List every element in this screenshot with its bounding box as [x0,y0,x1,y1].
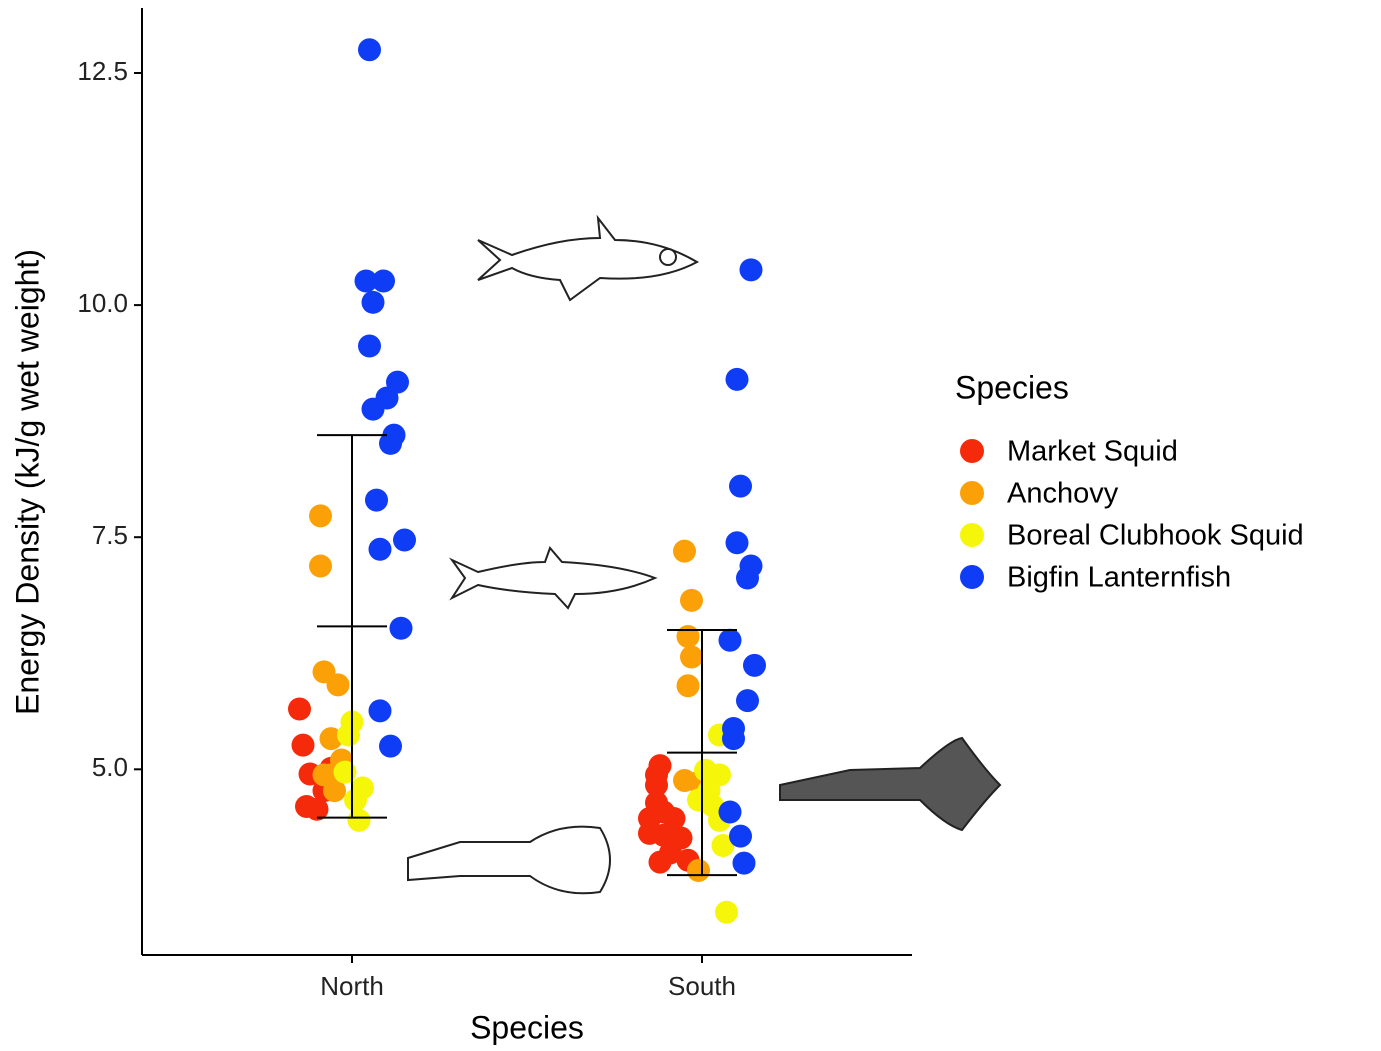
legend-title: Species [955,369,1069,405]
legend-label: Bigfin Lanternfish [1007,562,1231,594]
point [334,761,357,784]
legend-label: Market Squid [1007,436,1178,468]
point [390,617,413,640]
point [687,788,710,811]
point [337,723,360,746]
chart: Species Energy Density (kJ/g wet weight)… [0,0,1381,1051]
point [313,763,336,786]
point [348,809,371,832]
point [645,763,668,786]
point [309,554,332,577]
y-tick-label: 12.5 [77,56,128,86]
x-tick-label: North [320,971,384,1001]
point [358,38,381,61]
point [722,727,745,750]
point [372,269,395,292]
point [680,589,703,612]
point [393,528,416,551]
y-tick-label: 10.0 [77,288,128,318]
legend-marker [960,565,984,589]
point [649,851,672,874]
point [680,645,703,668]
point [677,674,700,697]
point [288,697,311,720]
point [687,859,710,882]
legend-marker [960,481,984,505]
point [736,689,759,712]
point [673,540,696,563]
point [677,625,700,648]
y-tick-label: 5.0 [92,752,128,782]
legend-marker [960,439,984,463]
point [733,852,756,875]
point [719,801,742,824]
point [740,258,763,281]
y-tick-label: 7.5 [92,520,128,550]
point [327,673,350,696]
point [726,368,749,391]
point [736,567,759,590]
point [719,629,742,652]
point [743,654,766,677]
point [715,901,738,924]
point [729,475,752,498]
point [362,291,385,314]
x-axis-title: Species [470,1009,584,1045]
point [379,735,402,758]
x-tick-label: South [668,971,736,1001]
point [358,334,381,357]
legend-marker [960,523,984,547]
point [726,531,749,554]
legend-label: Anchovy [1007,478,1119,510]
point [369,699,392,722]
point [362,398,385,421]
point [729,825,752,848]
point [292,734,315,757]
point [309,504,332,527]
legend-label: Boreal Clubhook Squid [1007,520,1304,552]
y-axis-title: Energy Density (kJ/g wet weight) [9,249,45,715]
point [365,489,388,512]
point [369,538,392,561]
point [344,788,367,811]
